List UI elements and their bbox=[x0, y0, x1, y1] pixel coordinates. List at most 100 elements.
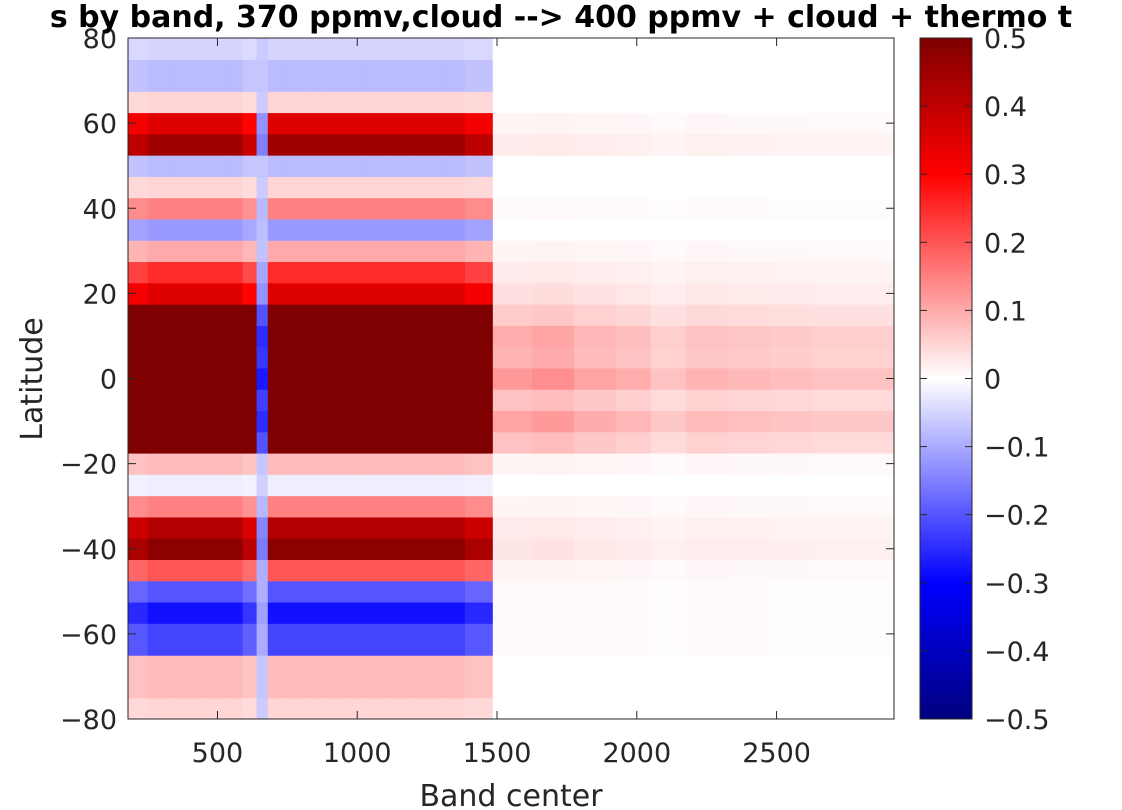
heatmap-cell bbox=[148, 176, 177, 198]
heatmap-cell bbox=[493, 219, 533, 241]
heatmap-cell bbox=[326, 240, 346, 262]
heatmap-cell bbox=[387, 38, 414, 60]
colorbar-tick-label: −0.5 bbox=[984, 705, 1050, 736]
heatmap-cell bbox=[176, 368, 205, 390]
heatmap-cell bbox=[346, 517, 366, 539]
heatmap-cell bbox=[465, 368, 494, 390]
heatmap-cell bbox=[285, 155, 308, 177]
heatmap-cell bbox=[268, 496, 285, 518]
heatmap-cell bbox=[413, 368, 442, 390]
heatmap-cell bbox=[268, 155, 285, 177]
heatmap-cell bbox=[493, 155, 533, 177]
heatmap-cell bbox=[203, 698, 226, 720]
heatmap-cell bbox=[686, 134, 729, 156]
heatmap-cell bbox=[441, 91, 465, 113]
heatmap-cell bbox=[532, 261, 575, 283]
heatmap-cell bbox=[226, 325, 243, 347]
heatmap-cell bbox=[728, 347, 771, 369]
heatmap-cell bbox=[441, 176, 465, 198]
heatmap-cell bbox=[366, 432, 388, 454]
heatmap-cell bbox=[366, 453, 388, 475]
heatmap-cell bbox=[686, 176, 729, 198]
heatmap-cell bbox=[226, 283, 243, 305]
heatmap-cell bbox=[128, 304, 148, 326]
heatmap-cell bbox=[128, 581, 148, 603]
heatmap-cell bbox=[148, 517, 177, 539]
heatmap-cell bbox=[268, 198, 285, 220]
heatmap-cell bbox=[532, 134, 575, 156]
heatmap-cell bbox=[257, 432, 269, 454]
heatmap-cell bbox=[812, 474, 855, 496]
heatmap-cell bbox=[128, 91, 148, 113]
heatmap-cell bbox=[413, 38, 442, 60]
heatmap-cell bbox=[326, 581, 346, 603]
heatmap-cell bbox=[285, 283, 308, 305]
heatmap-cell bbox=[728, 474, 771, 496]
heatmap-cell bbox=[176, 261, 205, 283]
heatmap-cell bbox=[651, 655, 687, 698]
heatmap-cell bbox=[128, 517, 148, 539]
heatmap-cell bbox=[176, 283, 205, 305]
heatmap-cell bbox=[285, 368, 308, 390]
heatmap-cell bbox=[574, 261, 617, 283]
heatmap-cell bbox=[268, 602, 285, 624]
heatmap-cell bbox=[326, 176, 346, 198]
heatmap-cell bbox=[574, 453, 617, 475]
heatmap-cell bbox=[326, 410, 346, 432]
heatmap-cell bbox=[574, 623, 617, 656]
heatmap-cell bbox=[366, 198, 388, 220]
heatmap-cell bbox=[532, 368, 575, 390]
heatmap-cell bbox=[651, 474, 687, 496]
heatmap-cell bbox=[686, 410, 729, 432]
heatmap-cell bbox=[226, 655, 243, 698]
heatmap-cell bbox=[651, 134, 687, 156]
heatmap-cell bbox=[728, 410, 771, 432]
x-tick-label: 2000 bbox=[602, 738, 671, 769]
heatmap-cell bbox=[128, 410, 148, 432]
heatmap-cell bbox=[285, 623, 308, 656]
heatmap-cell bbox=[532, 240, 575, 262]
heatmap-cell bbox=[148, 453, 177, 475]
heatmap-cell bbox=[176, 655, 205, 698]
heatmap-cell bbox=[268, 698, 285, 720]
heatmap-cell bbox=[532, 176, 575, 198]
x-tick-label: 2500 bbox=[742, 738, 811, 769]
heatmap-cell bbox=[441, 655, 465, 698]
heatmap-cell bbox=[616, 698, 652, 720]
heatmap-cell bbox=[203, 538, 226, 560]
heatmap-cell bbox=[307, 623, 327, 656]
heatmap-cell bbox=[257, 368, 269, 390]
heatmap-cell bbox=[441, 432, 465, 454]
heatmap-cell bbox=[387, 698, 414, 720]
heatmap-cell bbox=[413, 581, 442, 603]
heatmap-cell bbox=[441, 155, 465, 177]
heatmap-cell bbox=[728, 453, 771, 475]
heatmap-cell bbox=[728, 240, 771, 262]
heatmap-cell bbox=[812, 325, 855, 347]
heatmap-cell bbox=[257, 623, 269, 656]
heatmap-cell bbox=[574, 347, 617, 369]
heatmap-cell bbox=[651, 698, 687, 720]
heatmap-cell bbox=[128, 59, 148, 92]
heatmap-cell bbox=[651, 283, 687, 305]
heatmap-cell bbox=[465, 559, 494, 581]
heatmap-cell bbox=[257, 655, 269, 698]
heatmap-cell bbox=[226, 304, 243, 326]
heatmap-cell bbox=[128, 559, 148, 581]
heatmap-cell bbox=[574, 155, 617, 177]
heatmap-cell bbox=[441, 602, 465, 624]
heatmap-cell bbox=[441, 240, 465, 262]
heatmap-cell bbox=[257, 112, 269, 134]
heatmap-cell bbox=[413, 304, 442, 326]
heatmap-cell bbox=[770, 283, 813, 305]
heatmap-cell bbox=[616, 176, 652, 198]
heatmap-cell bbox=[616, 59, 652, 92]
heatmap-cell bbox=[307, 134, 327, 156]
heatmap-cell bbox=[413, 91, 442, 113]
heatmap-cell bbox=[346, 261, 366, 283]
heatmap-cell bbox=[148, 134, 177, 156]
heatmap-cell bbox=[366, 240, 388, 262]
heatmap-cell bbox=[574, 325, 617, 347]
heatmap-cell bbox=[574, 240, 617, 262]
heatmap-cell bbox=[728, 623, 771, 656]
